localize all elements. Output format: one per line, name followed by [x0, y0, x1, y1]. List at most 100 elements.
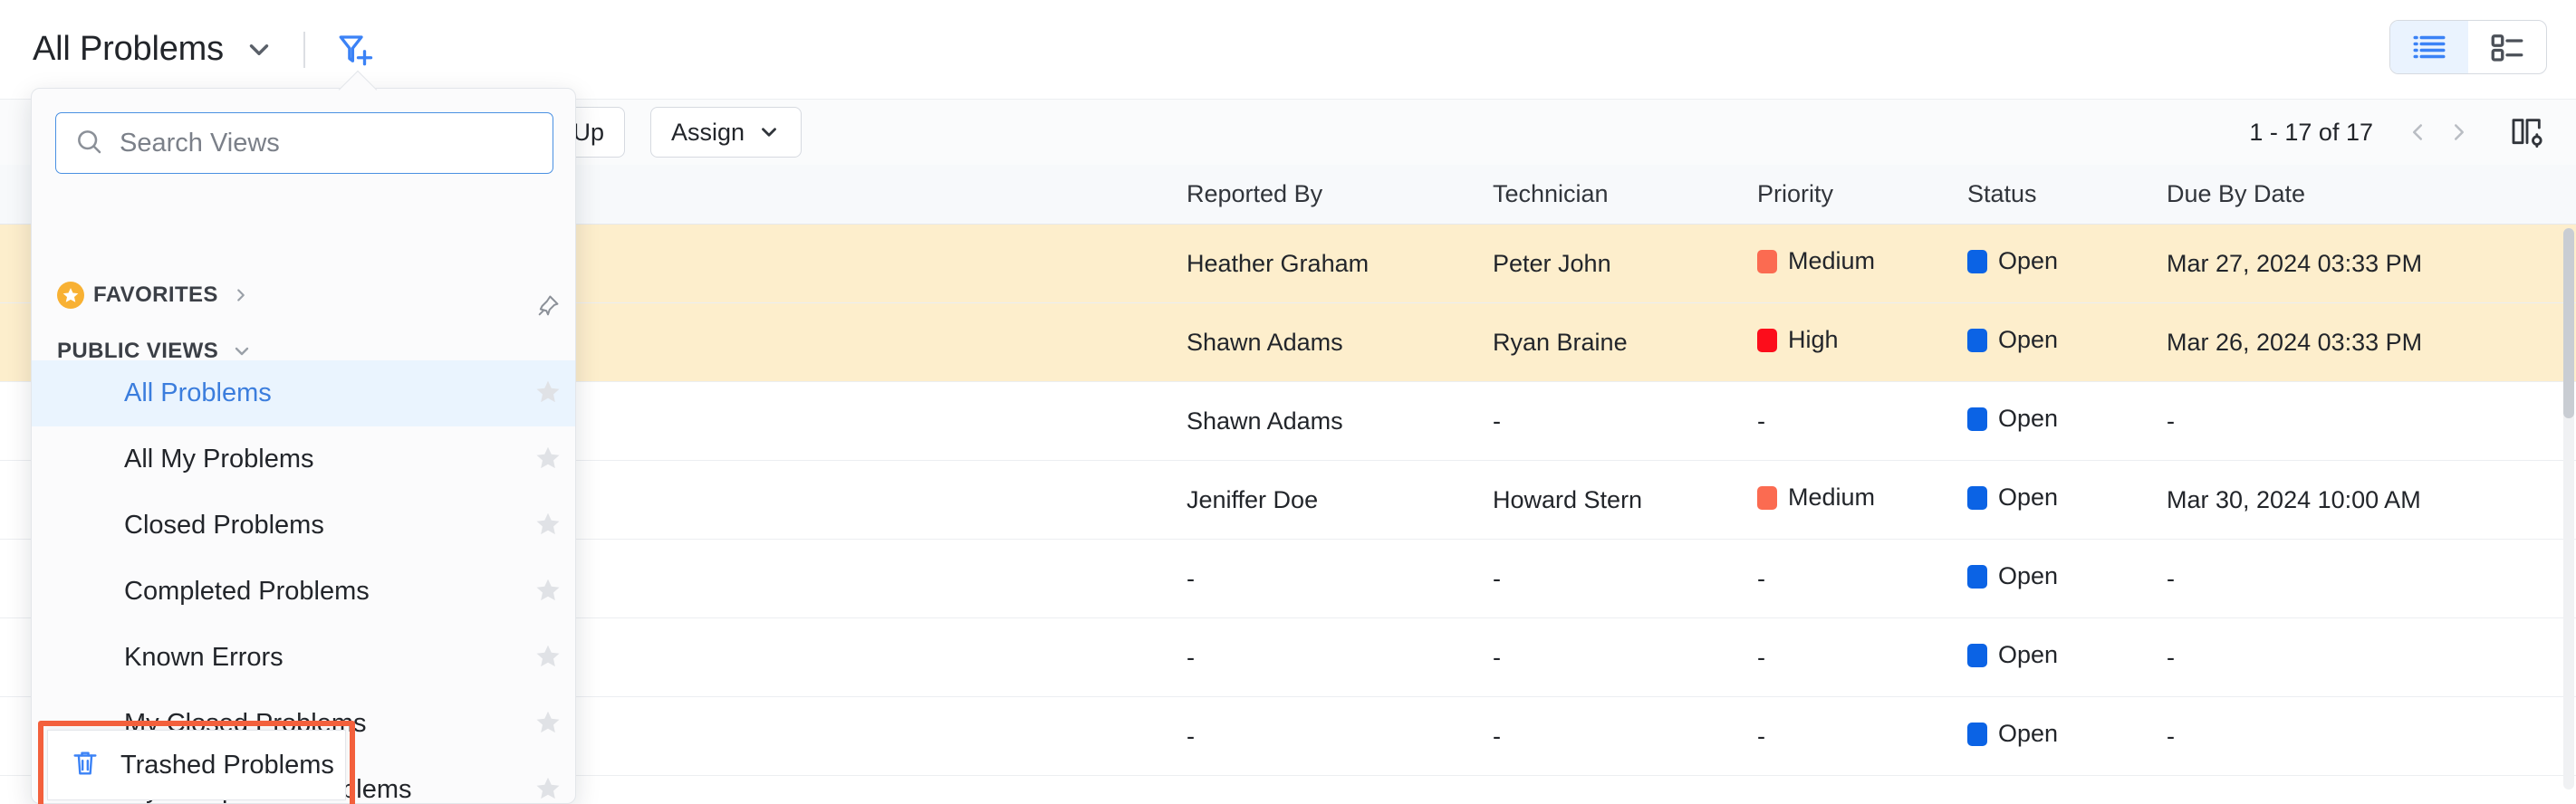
search-icon [74, 127, 103, 160]
status-color-swatch [1967, 407, 1987, 431]
cell-priority: Medium [1757, 483, 1966, 516]
status-color-swatch [1967, 564, 1987, 589]
cell-technician: Ryan Braine [1493, 328, 1628, 356]
cell-technician: Peter John [1493, 249, 1611, 277]
chevron-down-icon[interactable] [244, 34, 274, 65]
cell-status: Open [1967, 641, 2158, 674]
column-header-reported-by[interactable]: Reported By [1187, 180, 1323, 207]
search-input-placeholder: Search Views [120, 128, 280, 158]
pagination-range: 1 - 17 of 17 [2249, 118, 2373, 146]
cell-status: Open [1967, 720, 2158, 752]
cell-status: Open [1967, 247, 2158, 280]
trash-icon [70, 748, 101, 783]
cell-due-by-date: - [2167, 407, 2175, 435]
chevron-right-icon[interactable] [2438, 111, 2480, 153]
views-dropdown-panel: Search Views FAVORITES PUBLIC VIEWS All … [31, 88, 576, 804]
cell-status: Open [1967, 483, 2158, 516]
star-outline-icon[interactable] [534, 576, 562, 608]
table-row[interactable]: - - - Open - [0, 540, 2576, 618]
cell-technician: - [1493, 643, 1501, 671]
page-title: All Problems [33, 30, 224, 68]
favorites-label: FAVORITES [93, 282, 218, 307]
cell-due-by-date: Mar 26, 2024 03:33 PM [2167, 328, 2423, 356]
favorites-section-header[interactable]: FAVORITES [57, 282, 251, 309]
views-list: All Problems All My Problems Closed Proble… [32, 360, 575, 803]
divider [303, 31, 305, 68]
top-bar: All Problems [0, 0, 2576, 100]
star-outline-icon[interactable] [534, 708, 562, 740]
assign-button[interactable]: Assign [650, 107, 803, 158]
status-color-swatch [1757, 328, 1777, 352]
cell-due-by-date: - [2167, 643, 2175, 671]
table-scrollbar[interactable] [2563, 228, 2574, 790]
status-color-swatch [1967, 328, 1987, 352]
star-outline-icon[interactable] [534, 510, 562, 541]
table-row[interactable]: - - - Open - [0, 618, 2576, 697]
public-views-section-header[interactable]: PUBLIC VIEWS [57, 339, 253, 364]
chevron-down-icon [757, 120, 781, 144]
column-header-due-by-date[interactable]: Due By Date [2167, 180, 2306, 207]
column-header-technician[interactable]: Technician [1493, 180, 1609, 207]
cell-status: Open [1967, 405, 2158, 437]
search-views-field[interactable]: Search Views [55, 112, 553, 174]
cell-priority: High [1757, 326, 1966, 359]
column-settings-icon[interactable] [2504, 109, 2551, 156]
public-views-label: PUBLIC VIEWS [57, 339, 219, 363]
column-header-priority[interactable]: Priority [1757, 180, 1834, 207]
column-header-status[interactable]: Status [1967, 180, 2037, 207]
detail-view-icon[interactable] [2468, 21, 2546, 73]
cell-reported-by: - [1187, 722, 1195, 750]
cell-reported-by: Shawn Adams [1187, 407, 1343, 435]
cell-reported-by: Heather Graham [1187, 249, 1370, 277]
cell-technician: - [1493, 722, 1501, 750]
status-color-swatch [1757, 249, 1777, 273]
cell-technician: - [1493, 564, 1501, 592]
cell-priority: - [1757, 722, 1765, 750]
view-list-item-label: Completed Problems [124, 577, 370, 606]
view-selector[interactable]: All Problems [33, 30, 274, 69]
view-list-item-all-my-problems[interactable]: All My Problems [32, 426, 575, 493]
cell-priority: - [1757, 407, 1765, 435]
cell-reported-by: - [1187, 564, 1195, 592]
cell-status: Open [1967, 326, 2158, 359]
view-mode-toggle[interactable] [2389, 20, 2547, 74]
star-outline-icon[interactable] [534, 774, 562, 803]
star-outline-icon[interactable] [534, 642, 562, 674]
list-view-icon[interactable] [2390, 21, 2468, 73]
view-list-item-label: All Problems [124, 378, 272, 407]
cell-due-by-date: - [2167, 722, 2175, 750]
status-color-swatch [1967, 643, 1987, 667]
status-color-swatch [1967, 485, 1987, 510]
cell-priority: Medium [1757, 247, 1966, 280]
cell-reported-by: - [1187, 643, 1195, 671]
status-color-swatch [1967, 722, 1987, 746]
assign-label: Assign [671, 118, 745, 146]
cell-priority: - [1757, 564, 1765, 592]
cell-technician: Howard Stern [1493, 485, 1643, 513]
cell-priority: - [1757, 643, 1765, 671]
chevron-right-icon [231, 285, 251, 305]
filter-add-icon[interactable] [336, 31, 374, 69]
star-icon [57, 282, 84, 309]
view-list-item-label: Known Errors [124, 643, 284, 672]
chevron-left-icon[interactable] [2397, 111, 2438, 153]
cell-due-by-date: Mar 30, 2024 10:00 AM [2167, 485, 2421, 513]
cell-technician: - [1493, 407, 1501, 435]
view-list-item-completed-problems[interactable]: Completed Problems [32, 559, 575, 625]
view-list-item-all-problems[interactable]: All Problems [32, 360, 575, 426]
pin-icon[interactable] [535, 293, 561, 323]
view-list-item-closed-problems[interactable]: Closed Problems [32, 493, 575, 559]
cell-reported-by: Shawn Adams [1187, 328, 1343, 356]
status-color-swatch [1967, 249, 1987, 273]
status-color-swatch [1757, 485, 1777, 510]
table-row[interactable]: - - - Open - [0, 697, 2576, 776]
star-outline-icon[interactable] [534, 378, 562, 409]
trashed-problems-item[interactable]: Trashed Problems [47, 730, 346, 800]
cell-reported-by: Jeniffer Doe [1187, 485, 1319, 513]
view-list-item-known-errors[interactable]: Known Errors [32, 625, 575, 691]
view-list-item-label: All My Problems [124, 445, 314, 474]
trashed-problems-label: Trashed Problems [120, 750, 334, 780]
cell-due-by-date: Mar 27, 2024 03:33 PM [2167, 249, 2423, 277]
star-outline-icon[interactable] [534, 444, 562, 475]
